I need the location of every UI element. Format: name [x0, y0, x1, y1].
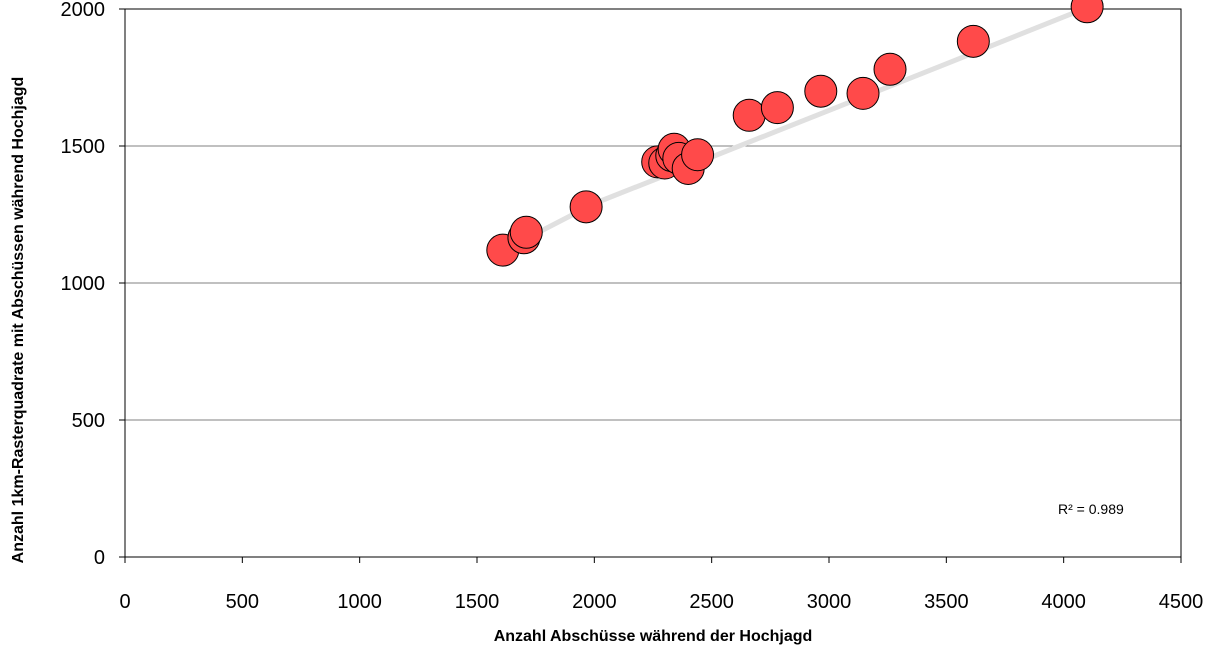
- data-point-13: [804, 74, 838, 108]
- gridlines: [125, 8, 1181, 421]
- data-point-17: [1070, 0, 1104, 24]
- data-points: [486, 0, 1104, 267]
- x-axis-ticks: 0 500 1000 1500 2000 2500 3000 3500 4000 4500: [119, 557, 1203, 613]
- x-tick-label: 4000: [1041, 591, 1086, 613]
- x-tick-label: 2000: [572, 591, 617, 613]
- data-point-15: [873, 52, 907, 86]
- x-tick-label: 3000: [807, 591, 852, 613]
- y-tick-label: 2000: [61, 0, 106, 21]
- data-point-2: [509, 215, 543, 249]
- x-tick-label: 4500: [1159, 591, 1204, 613]
- y-tick-label: 500: [72, 410, 105, 432]
- data-point-16: [956, 24, 990, 58]
- y-tick-label: 1500: [61, 136, 106, 158]
- x-tick-label: 2500: [689, 591, 734, 613]
- data-point-11: [732, 98, 766, 132]
- x-tick-label: 0: [119, 591, 130, 613]
- y-tick-label: 1000: [61, 273, 106, 295]
- x-tick-label: 500: [226, 591, 259, 613]
- data-point-12: [760, 91, 794, 125]
- r-squared-annotation: R² = 0.989: [1058, 501, 1124, 517]
- data-point-10: [681, 138, 715, 172]
- data-point-3: [569, 190, 603, 224]
- x-tick-label: 1500: [455, 591, 500, 613]
- y-tick-label: 0: [94, 547, 105, 569]
- y-axis-title: Anzahl 1km-Rasterquadrate mit Abschüssen…: [10, 77, 27, 564]
- x-axis-title: Anzahl Abschüsse während der Hochjagd: [494, 628, 813, 645]
- x-tick-label: 1000: [337, 591, 382, 613]
- y-axis-ticks: 0 500 1000 1500 2000: [61, 0, 125, 569]
- data-point-14: [846, 76, 880, 110]
- x-tick-label: 3500: [924, 591, 969, 613]
